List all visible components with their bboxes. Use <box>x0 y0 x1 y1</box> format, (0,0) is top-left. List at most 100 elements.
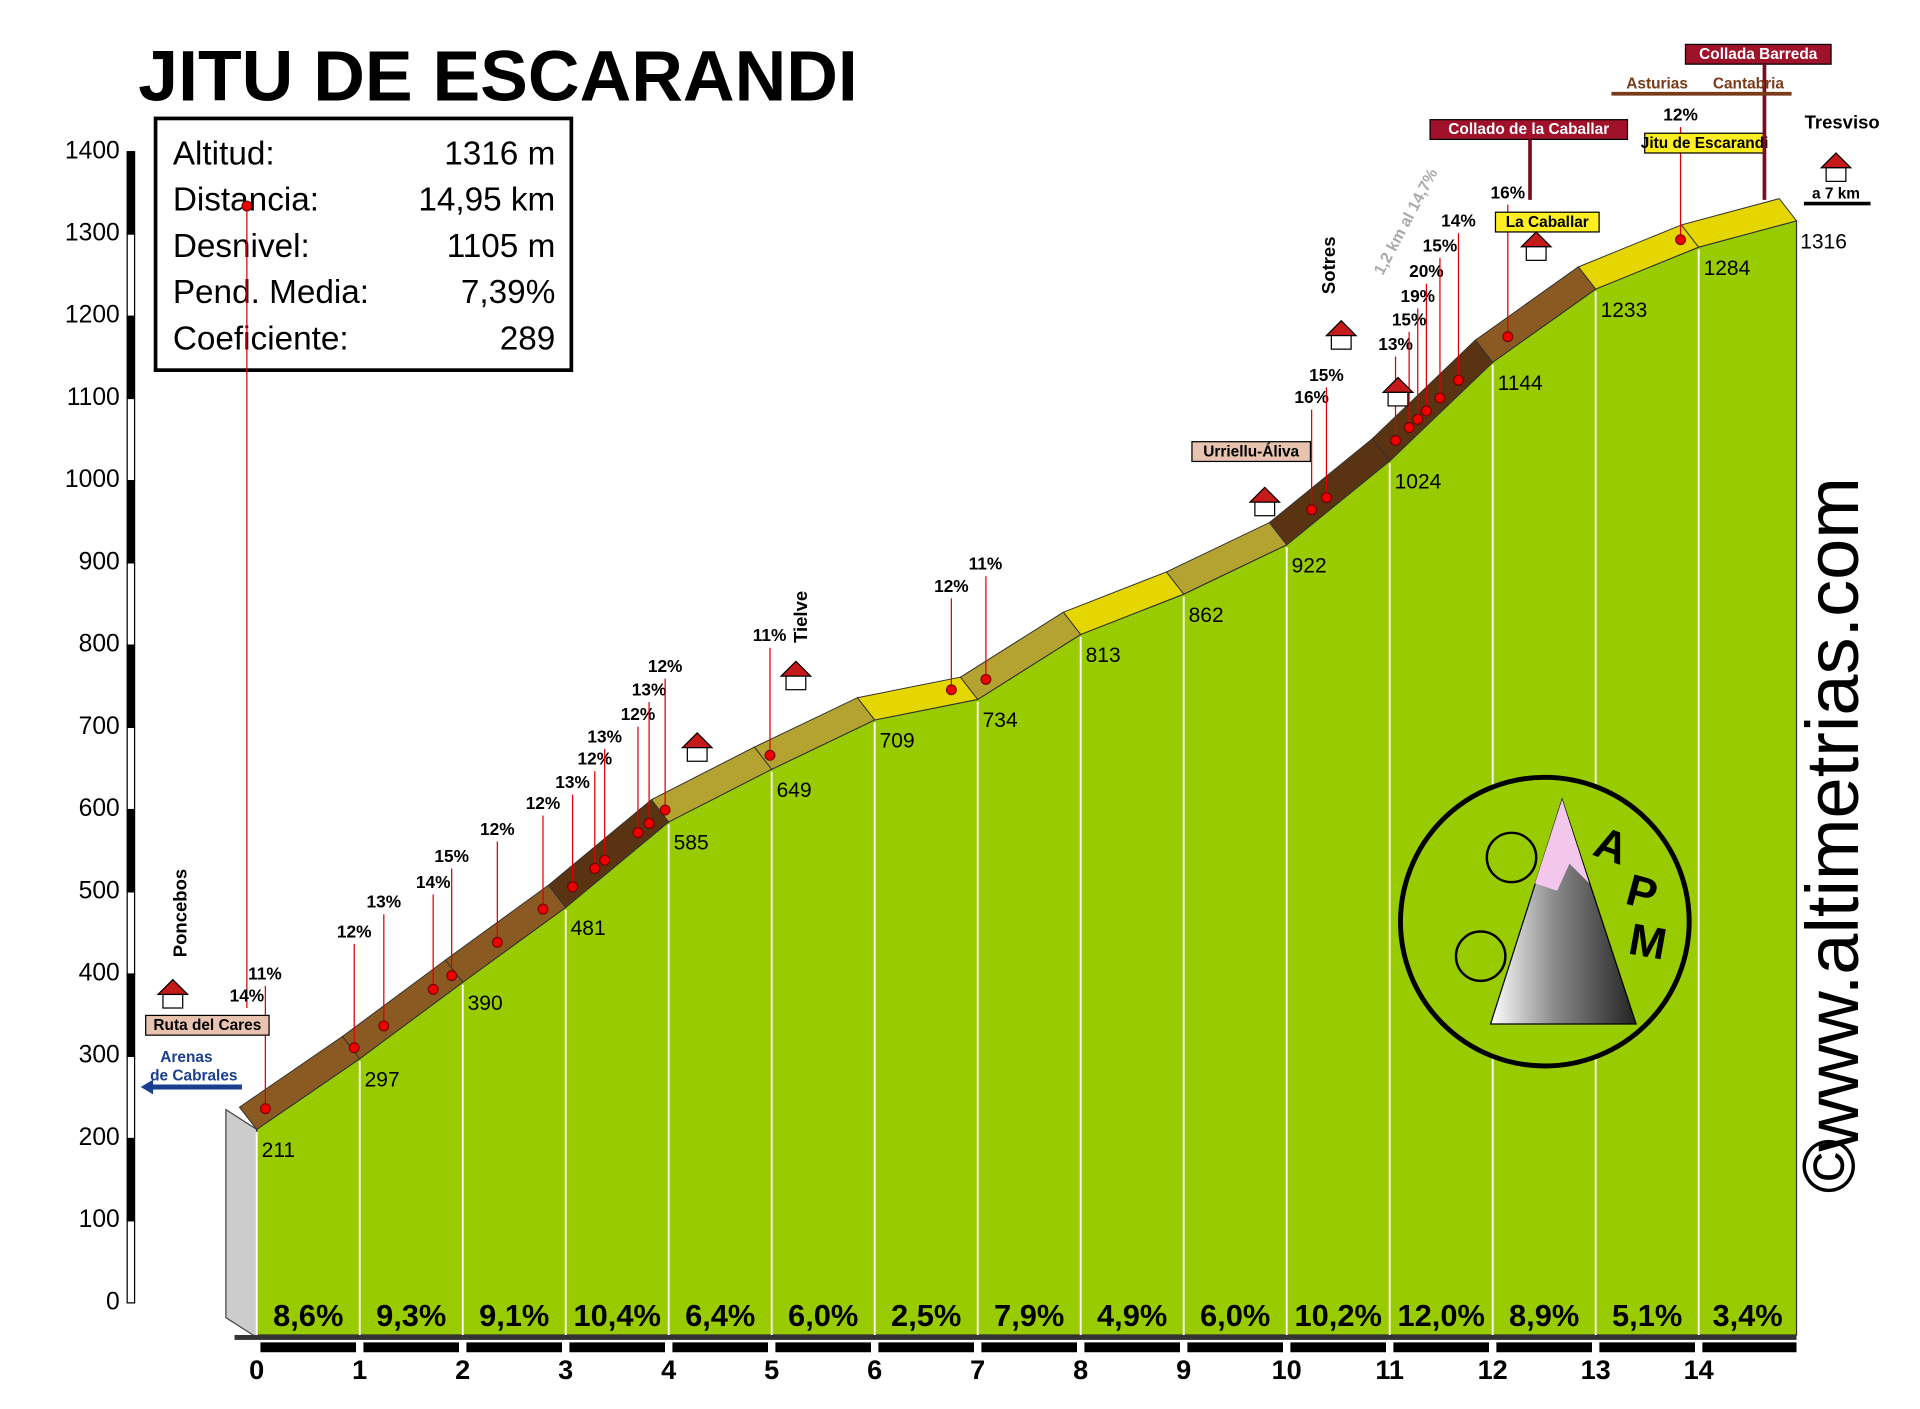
gradient-label: 12% <box>934 576 969 596</box>
axis-bar <box>126 644 136 728</box>
gradient-label: 12% <box>337 921 372 941</box>
x-tick-label: 9 <box>1176 1354 1191 1385</box>
sign-box <box>1494 211 1600 233</box>
axis-bar <box>126 480 136 564</box>
x-tick-label: 2 <box>455 1354 470 1385</box>
gradient-label: 14% <box>1441 211 1476 231</box>
info-value: 14,95 km <box>418 182 555 219</box>
y-tick-label: 600 <box>79 795 120 822</box>
road-segment <box>1680 198 1798 248</box>
km-bar <box>878 1342 975 1353</box>
gradient-label: 13% <box>555 772 590 792</box>
km-bar <box>1393 1342 1489 1353</box>
side-face <box>225 1108 258 1339</box>
house-roof <box>1381 376 1415 393</box>
gradient-label: 11% <box>969 554 1003 574</box>
x-tick-label: 7 <box>970 1354 985 1385</box>
axis-bar <box>126 397 136 482</box>
segment-gradient: 9,3% <box>376 1298 446 1333</box>
gradient-dot <box>1434 392 1446 404</box>
km-bar <box>1187 1342 1283 1353</box>
elevation-label: 1024 <box>1395 471 1442 494</box>
house-roof <box>1819 152 1853 169</box>
website: www.altimetrias.com <box>1791 477 1874 1153</box>
y-tick-label: 1400 <box>65 137 120 164</box>
logo-mountain <box>1489 797 1637 1025</box>
gradient-dot <box>241 200 253 212</box>
y-tick-label: 500 <box>79 877 120 904</box>
x-tick-label: 3 <box>558 1354 573 1385</box>
gradient-dot <box>632 827 644 839</box>
logo-wheel <box>1454 930 1507 983</box>
gradient-label: 12% <box>1663 105 1698 125</box>
sign-text: Arenas <box>160 1049 212 1066</box>
gradient-dot <box>659 804 671 816</box>
gradient-dot <box>1321 492 1332 504</box>
y-tick-label: 400 <box>79 960 120 987</box>
house-roof <box>779 660 813 677</box>
info-label: Distancia: <box>173 182 319 219</box>
gradient-dot <box>1390 435 1401 446</box>
x-tick-label: 11 <box>1375 1354 1404 1385</box>
place-name: Tielve <box>790 591 811 643</box>
info-value: 1316 m <box>444 135 555 172</box>
chart-title: JITU DE ESCARANDI <box>138 36 858 116</box>
info-box <box>153 116 574 372</box>
segment-gradient: 2,5% <box>891 1298 961 1333</box>
gradient-label: 15% <box>434 846 469 866</box>
km-bar <box>1496 1342 1592 1353</box>
gradient-dot <box>1403 422 1415 433</box>
elevation-label: 211 <box>262 1139 295 1162</box>
gradient-dot <box>446 970 458 982</box>
gradient-label: 13% <box>1378 334 1413 354</box>
x-tick-label: 6 <box>867 1354 882 1385</box>
info-label: Desnivel: <box>173 228 310 265</box>
elevation-label: 734 <box>983 709 1018 732</box>
house-wall <box>162 993 184 1009</box>
gradient-dot <box>599 854 611 866</box>
house-roof <box>680 732 714 749</box>
gradient-dot <box>491 936 503 948</box>
gradient-label: 15% <box>1423 235 1458 255</box>
segment-gradient: 3,4% <box>1712 1298 1782 1333</box>
elevation-label: 1144 <box>1498 372 1543 395</box>
house-wall <box>1330 334 1352 350</box>
y-tick-label: 1000 <box>65 466 120 493</box>
gradient-label: 13% <box>587 726 622 746</box>
gradient-label: 11% <box>753 625 787 645</box>
axis-bar <box>126 1137 136 1222</box>
km-bar <box>672 1342 769 1353</box>
gradient-label: 14% <box>230 985 265 1005</box>
sign-box <box>1191 441 1312 463</box>
y-tick-label: 1200 <box>65 302 120 329</box>
gradient-dot <box>348 1042 360 1054</box>
elevation-label: 922 <box>1292 555 1327 578</box>
segment-gradient: 10,4% <box>574 1298 661 1333</box>
segment-gradient: 6,0% <box>788 1298 858 1333</box>
gradient-dot <box>378 1020 390 1032</box>
x-tick-label: 5 <box>764 1354 779 1385</box>
gradient-dot <box>1412 413 1424 425</box>
sign-text: La Caballar <box>1506 214 1589 231</box>
info-value: 289 <box>500 320 556 357</box>
gradient-dot <box>1502 331 1514 343</box>
axis-bar <box>126 973 136 1057</box>
x-tick-label: 10 <box>1272 1354 1302 1385</box>
gradient-dot <box>945 684 957 696</box>
km-bar <box>981 1342 1077 1353</box>
km-bar <box>1290 1342 1386 1353</box>
info-value: 1105 m <box>447 228 556 265</box>
logo-wheel <box>1485 831 1538 884</box>
gradient-label: 20% <box>1409 261 1444 281</box>
house-roof <box>1519 231 1553 248</box>
copyright: © <box>1787 1139 1870 1194</box>
sign-text: de Cabrales <box>150 1068 237 1085</box>
y-tick-label: 0 <box>106 1288 120 1315</box>
gradient-dot <box>537 903 549 915</box>
axis-bar <box>126 315 136 400</box>
house-wall <box>1254 501 1276 517</box>
gradient-dot <box>643 817 655 829</box>
x-tick-label: 1 <box>352 1354 367 1385</box>
gradient-dot <box>1306 504 1318 516</box>
segment-gradient: 10,2% <box>1294 1298 1381 1333</box>
